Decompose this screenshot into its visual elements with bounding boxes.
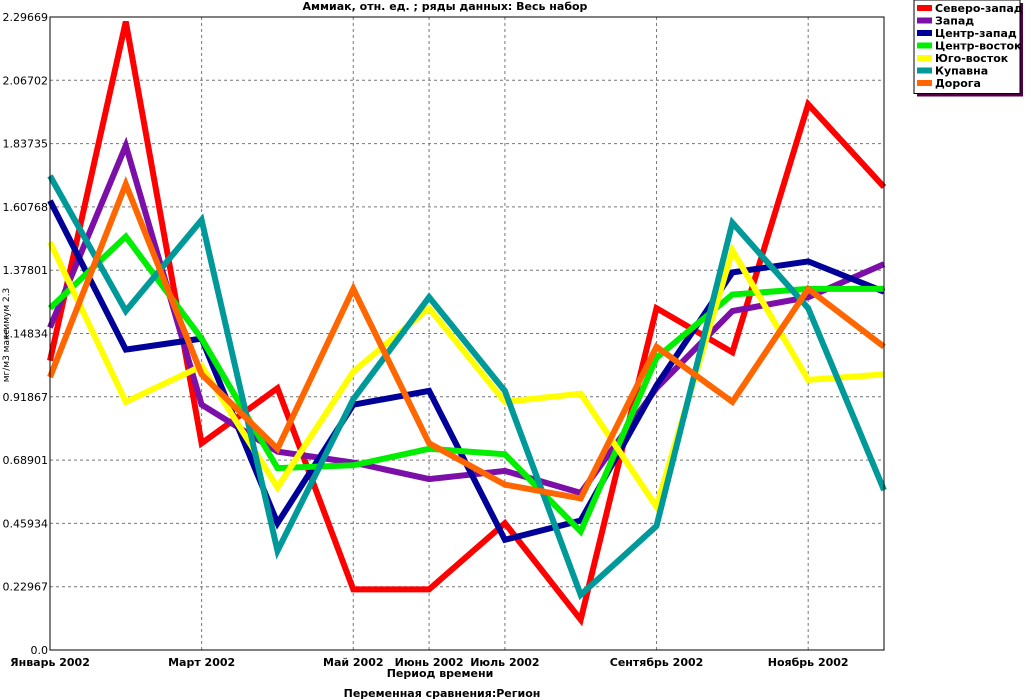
y-tick-label: 2.06702 — [3, 74, 49, 87]
x-tick-label: Январь 2002 — [10, 656, 90, 669]
series-group — [47, 20, 887, 627]
legend-label-4: Юго-восток — [935, 52, 1009, 65]
comparison-variable-label: Переменная сравнения:Регион — [344, 687, 541, 700]
y-tick-label: 1.60768 — [3, 201, 49, 214]
x-tick-label: Май 2002 — [323, 656, 384, 669]
legend-label-0: Северо-запад — [935, 2, 1023, 15]
x-tick-label: Ноябрь 2002 — [768, 656, 849, 669]
legend-label-6: Дорога — [935, 77, 981, 90]
grid — [50, 17, 884, 650]
x-tick-label: Март 2002 — [168, 656, 235, 669]
y-tick-label: 0.68901 — [3, 454, 49, 467]
series-line-6 — [47, 176, 886, 502]
y-tick-label: 2.29669 — [3, 11, 49, 24]
y-axis-label: мг/м3 максимум 2.3 — [2, 288, 12, 383]
y-tick-label: 1.14834 — [3, 328, 49, 341]
legend-label-1: Запад — [935, 15, 974, 28]
y-tick-label: 1.37801 — [3, 264, 49, 277]
series-line-1 — [47, 136, 886, 497]
legend-label-3: Центр-восток — [935, 40, 1022, 53]
x-axis-label: Период времени — [387, 667, 494, 680]
series-line-5 — [47, 174, 887, 601]
x-axis: Январь 2002 Март 2002 Май 2002 Июнь 2002 Июл… — [10, 656, 848, 669]
legend: Северо-западЗападЦентр-западЦентр-восток… — [913, 0, 1023, 97]
y-tick-label: 0.0 — [31, 644, 49, 657]
legend-label-5: Купавна — [935, 65, 988, 78]
x-tick-label: Сентябрь 2002 — [610, 656, 704, 669]
series-line-4 — [47, 240, 885, 514]
x-tick-label: Июль 2002 — [470, 656, 539, 669]
y-tick-label: 1.83735 — [3, 138, 49, 151]
y-axis: 0.0 0.22967 0.45934 0.68901 0.91867 1.14834 1.… — [3, 11, 49, 657]
x-tick-label: Июнь 2002 — [395, 656, 464, 669]
y-tick-label: 0.45934 — [3, 517, 49, 530]
legend-label-2: Центр-запад — [935, 27, 1017, 40]
series-line-3 — [47, 232, 884, 537]
y-tick-label: 0.22967 — [3, 581, 49, 594]
plot-area — [49, 16, 885, 651]
chart-title: Аммиак, отн. ед. ; ряды данных: Весь наб… — [303, 0, 588, 13]
y-tick-label: 0.91867 — [3, 391, 49, 404]
